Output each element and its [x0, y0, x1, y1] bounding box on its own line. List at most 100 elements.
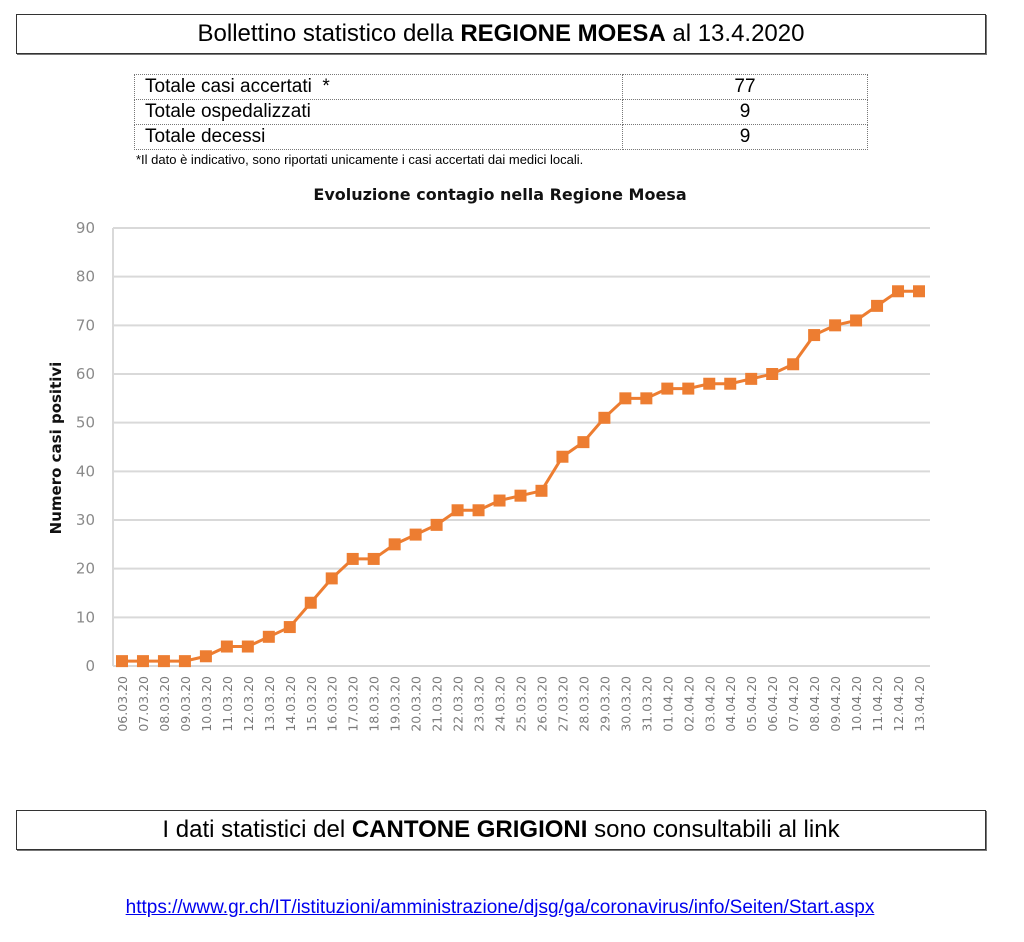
footer-suffix: sono consultabili al link: [587, 816, 840, 843]
x-tick-label: 10.04.20: [849, 676, 864, 732]
data-point-marker: [892, 285, 905, 298]
x-tick-label: 27.03.20: [555, 676, 570, 732]
data-point-marker: [451, 504, 464, 517]
x-tick-label: 23.03.20: [472, 676, 487, 732]
data-point-marker: [787, 358, 800, 371]
data-point-marker: [577, 436, 590, 449]
data-point-marker: [640, 392, 653, 405]
x-tick-label: 10.03.20: [199, 676, 214, 732]
y-tick-label: 90: [76, 219, 95, 237]
x-tick-label: 17.03.20: [346, 676, 361, 732]
data-point-marker: [598, 411, 611, 424]
x-tick-label: 13.04.20: [912, 676, 927, 732]
x-tick-label: 08.04.20: [807, 676, 822, 732]
series-line: [122, 289, 919, 663]
data-point-marker: [157, 655, 170, 668]
x-tick-label: 19.03.20: [388, 676, 403, 732]
x-tick-label: 07.03.20: [136, 676, 151, 732]
y-tick-label: 60: [76, 365, 95, 383]
data-point-marker: [745, 372, 758, 385]
data-point-marker: [116, 655, 128, 668]
x-axis-ticks: 06.03.20 07.03.20 08.03.20 09.03.20 10.03.20…: [115, 676, 927, 732]
data-point-marker: [766, 368, 779, 380]
data-point-marker: [703, 377, 716, 390]
data-point-marker: [430, 518, 443, 531]
data-point-marker: [388, 538, 401, 551]
stat-value: 9: [622, 99, 868, 125]
data-point-marker: [346, 552, 359, 565]
x-tick-label: 06.03.20: [115, 676, 130, 732]
data-point-marker: [283, 621, 296, 634]
data-point-marker: [304, 596, 317, 609]
x-tick-label: 09.04.20: [828, 676, 843, 732]
x-tick-label: 25.03.20: [514, 676, 529, 732]
y-tick-label: 40: [76, 462, 95, 480]
canton-link[interactable]: https://www.gr.ch/IT/istituzioni/amminis…: [125, 897, 875, 918]
x-tick-label: 15.03.20: [304, 676, 319, 732]
footnote: *Il dato è indicativo, sono riportati un…: [136, 152, 584, 167]
link-container: https://www.gr.ch/IT/istituzioni/amminis…: [0, 897, 1000, 919]
data-point-marker: [262, 630, 275, 643]
data-point-marker: [472, 504, 485, 517]
y-tick-label: 70: [76, 316, 95, 334]
data-point-marker: [199, 650, 212, 663]
stats-table: Totale casi accertati * 77 Totale ospeda…: [134, 74, 868, 150]
y-axis-label: Numero casi positivi: [47, 362, 65, 535]
stat-value: 9: [622, 124, 868, 150]
x-tick-label: 28.03.20: [576, 676, 591, 732]
title-prefix: Bollettino statistico della: [197, 20, 461, 47]
data-point-marker: [808, 329, 821, 342]
title-date: al 13.4.2020: [665, 20, 805, 47]
data-point-marker: [535, 484, 548, 497]
y-tick-label: 20: [76, 560, 95, 578]
chart-title: Evoluzione contagio nella Regione Moesa: [313, 185, 687, 204]
x-tick-label: 03.04.20: [702, 676, 717, 732]
table-row: Totale casi accertati * 77: [134, 74, 868, 100]
y-tick-label: 10: [76, 608, 95, 626]
table-row: Totale ospedalizzati 9: [134, 99, 868, 125]
data-point-marker: [409, 528, 422, 541]
data-point-marker: [850, 314, 863, 327]
x-tick-label: 09.03.20: [178, 676, 193, 732]
x-tick-label: 21.03.20: [430, 676, 445, 732]
x-tick-label: 16.03.20: [325, 676, 340, 732]
footer-prefix: I dati statistici del: [162, 816, 352, 843]
y-axis-ticks: 0 10 20 30 40 50 60 70 80 90: [76, 219, 95, 675]
canton-info-box: I dati statistici del CANTONE GRIGIONI s…: [16, 810, 986, 850]
data-point-marker: [556, 450, 569, 463]
x-tick-label: 12.04.20: [891, 676, 906, 732]
table-row: Totale decessi 9: [134, 124, 868, 150]
line-chart: 0 10 20 30 40 50 60 70 80 90 06.03.20 07.03.20 08.0…: [47, 219, 930, 732]
x-tick-label: 06.04.20: [765, 676, 780, 732]
data-point-marker: [136, 655, 149, 668]
data-point-marker: [829, 319, 842, 332]
x-tick-label: 29.03.20: [597, 676, 612, 732]
data-point-marker: [661, 382, 674, 395]
x-tick-label: 12.03.20: [241, 676, 256, 732]
y-tick-label: 50: [76, 414, 95, 432]
stat-label: Totale casi accertati *: [134, 74, 623, 100]
x-tick-label: 18.03.20: [367, 676, 382, 732]
stat-label: Totale decessi: [134, 124, 623, 150]
y-tick-label: 0: [85, 657, 95, 675]
data-point-marker: [220, 640, 233, 653]
x-tick-label: 02.04.20: [681, 676, 696, 732]
x-tick-label: 13.03.20: [262, 676, 277, 732]
y-tick-label: 80: [76, 268, 95, 286]
data-point-marker: [682, 382, 695, 395]
x-tick-label: 20.03.20: [409, 676, 424, 732]
gridlines: [112, 227, 930, 667]
x-tick-label: 04.04.20: [723, 676, 738, 732]
x-tick-label: 30.03.20: [618, 676, 633, 732]
stat-label: Totale ospedalizzati: [134, 99, 623, 125]
title-region: REGIONE MOESA: [460, 20, 666, 47]
x-tick-label: 05.04.20: [744, 676, 759, 732]
data-point-marker: [178, 655, 191, 668]
data-point-marker: [724, 377, 737, 390]
data-point-marker: [913, 285, 925, 298]
data-point-marker: [325, 572, 338, 585]
x-tick-label: 11.03.20: [220, 676, 235, 732]
data-point-marker: [514, 489, 527, 502]
stat-value: 77: [622, 74, 868, 100]
data-point-marker: [367, 552, 380, 565]
